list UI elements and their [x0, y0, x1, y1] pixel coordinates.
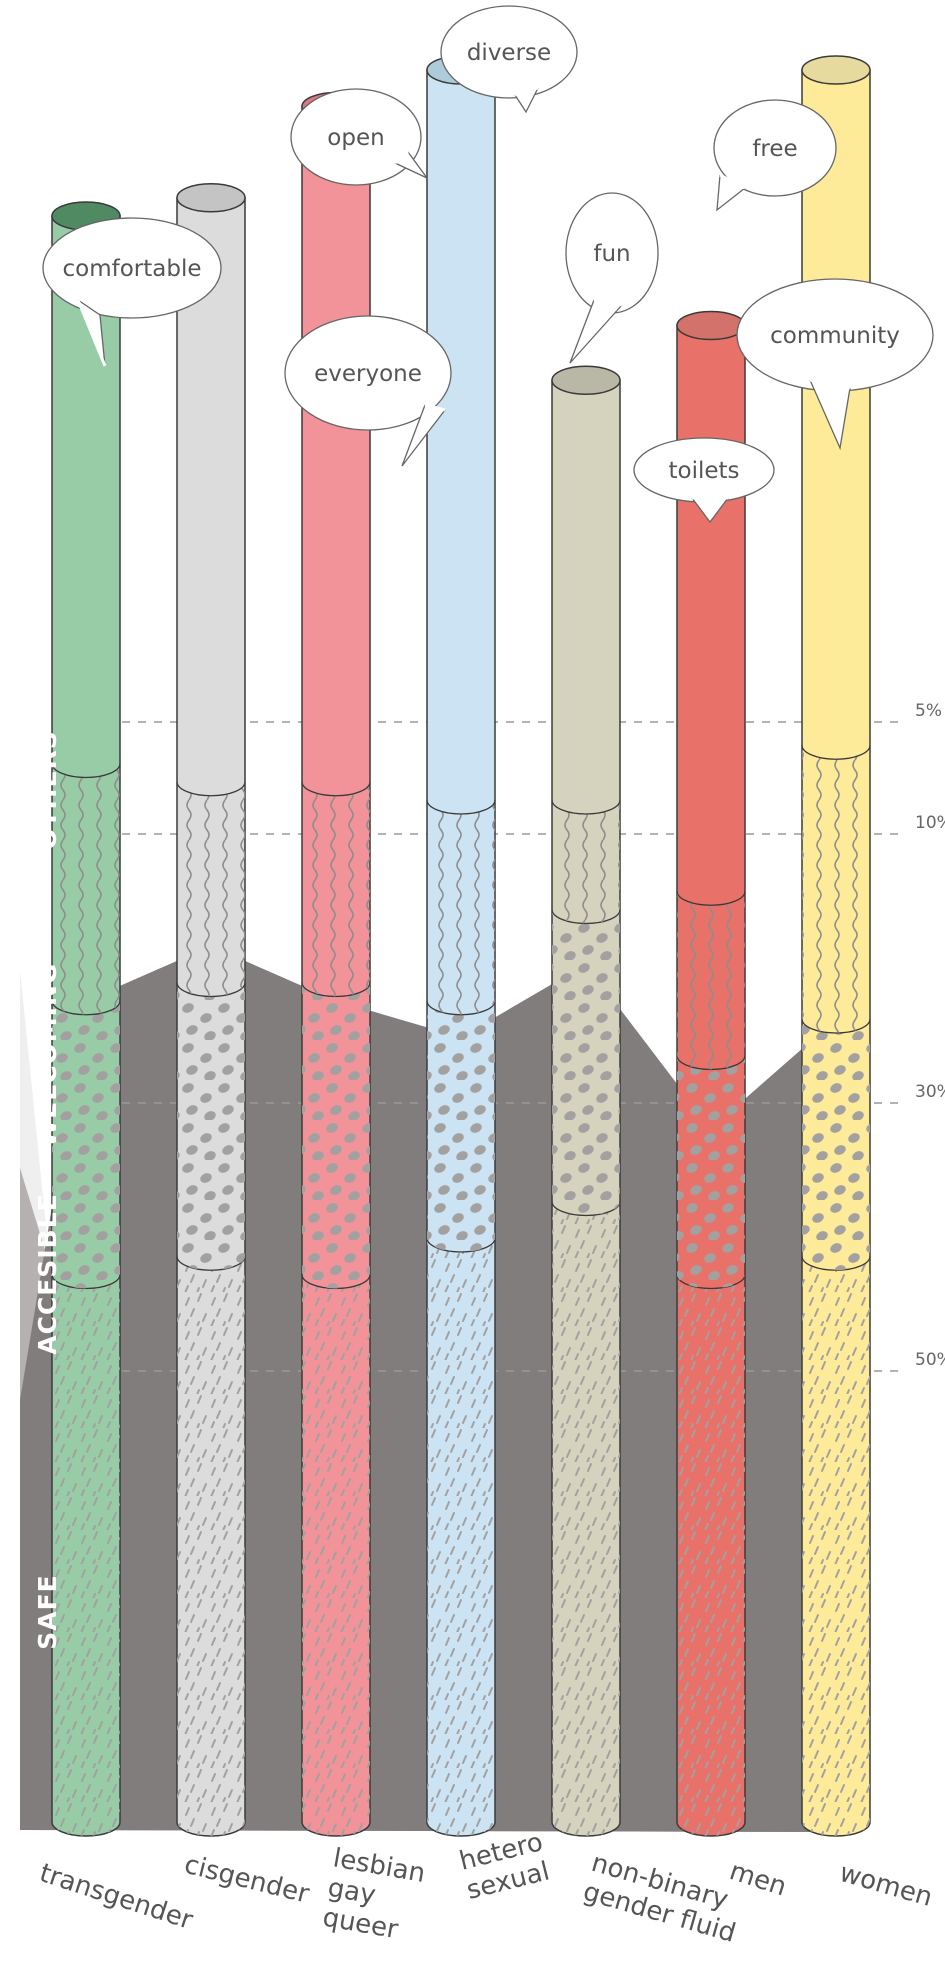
segment-accesible — [52, 1000, 120, 1289]
bubble-text: toilets — [668, 458, 739, 484]
category-label-men: men — [726, 1856, 790, 1902]
cylinder-cap — [676, 310, 746, 341]
cylinder-hetero-sexual — [426, 55, 496, 1837]
reference-label-10: 10% — [915, 813, 945, 833]
segment-welcoming — [177, 781, 245, 997]
segment-accesible — [302, 982, 370, 1289]
cylinder-women — [801, 55, 871, 1837]
bars — [51, 55, 871, 1837]
segment-accesible — [552, 909, 620, 1216]
segment-welcoming — [427, 800, 495, 1015]
cylinder-transgender — [51, 201, 121, 1837]
bubble-text: everyone — [314, 361, 422, 387]
speech-bubble-everyone: everyone — [284, 315, 452, 467]
band-label-welcoming: WELCOMING — [33, 963, 62, 1148]
bubble-text: comfortable — [63, 256, 202, 282]
speech-bubble-community: community — [736, 278, 934, 451]
segment-safe — [802, 1256, 870, 1836]
category-label-hetero-sexual: heterosexual — [456, 1827, 553, 1906]
segment-accesible — [177, 982, 245, 1271]
category-label-women: women — [836, 1858, 936, 1913]
segment-separator — [801, 745, 871, 760]
bubble-text: fun — [593, 241, 630, 267]
segment-accesible — [677, 1055, 745, 1289]
band-label-accesible: ACCESIBLE — [33, 1193, 62, 1355]
category-label-lesbian-gay-queer: lesbiangayqueer — [320, 1843, 427, 1948]
speech-bubble-fun: fun — [565, 192, 659, 364]
segment-separator — [176, 781, 246, 797]
reference-label-50: 50% — [915, 1350, 945, 1370]
segment-welcoming — [302, 781, 370, 997]
bubble-text: community — [770, 323, 900, 349]
speech-bubble-diverse: diverse — [440, 5, 578, 114]
segment-accesible — [802, 1019, 870, 1271]
bubble-text: diverse — [467, 40, 551, 66]
segment-welcoming — [552, 800, 620, 924]
bubble-text: free — [752, 136, 797, 162]
segment-welcoming — [802, 745, 870, 1033]
reference-label-30: 30% — [915, 1082, 945, 1102]
segment-separator — [301, 781, 371, 797]
segment-separator — [51, 763, 121, 779]
reference-label-5: 5% — [915, 701, 942, 721]
speech-bubble-free: free — [713, 99, 837, 212]
segment-separator — [676, 891, 746, 906]
cylinder-lesbian-gay-queer — [301, 91, 371, 1837]
speech-bubble-open: open — [290, 88, 428, 186]
cylinder-non-binary-gender-fluid — [551, 365, 621, 1837]
segment-safe — [552, 1201, 620, 1836]
cylinder-men — [676, 310, 746, 1837]
segment-safe — [52, 1274, 120, 1836]
segment-separator — [551, 799, 621, 815]
segment-safe — [177, 1256, 245, 1836]
cylinder-cap — [551, 365, 621, 395]
band-label-safe: SAFE — [33, 1574, 62, 1650]
segment-safe — [677, 1274, 745, 1836]
speech-bubbles: comfortable open diverse everyone fun free com… — [42, 5, 934, 524]
category-label-non-binary-gender-fluid: non-binarygender fluid — [580, 1848, 747, 1949]
segment-accesible — [427, 1000, 495, 1252]
category-label-transgender: transgender — [36, 1858, 197, 1936]
segment-welcoming — [677, 891, 745, 1070]
cylinder-cap — [176, 183, 246, 213]
segment-separator — [426, 799, 496, 815]
band-labels: OTHERS WELCOMING ACCESIBLE SAFE — [33, 730, 62, 1650]
bubble-text: open — [327, 125, 384, 151]
cylinder-cisgender — [176, 183, 246, 1837]
speech-bubble-toilets: toilets — [633, 437, 775, 524]
segment-safe — [302, 1274, 370, 1836]
cylinder-cap — [801, 55, 871, 85]
category-label-cisgender: cisgender — [181, 1850, 312, 1910]
band-label-others: OTHERS — [33, 730, 62, 850]
speech-bubble-comfortable: comfortable — [42, 217, 222, 367]
segment-safe — [427, 1238, 495, 1836]
segment-welcoming — [52, 763, 120, 1015]
